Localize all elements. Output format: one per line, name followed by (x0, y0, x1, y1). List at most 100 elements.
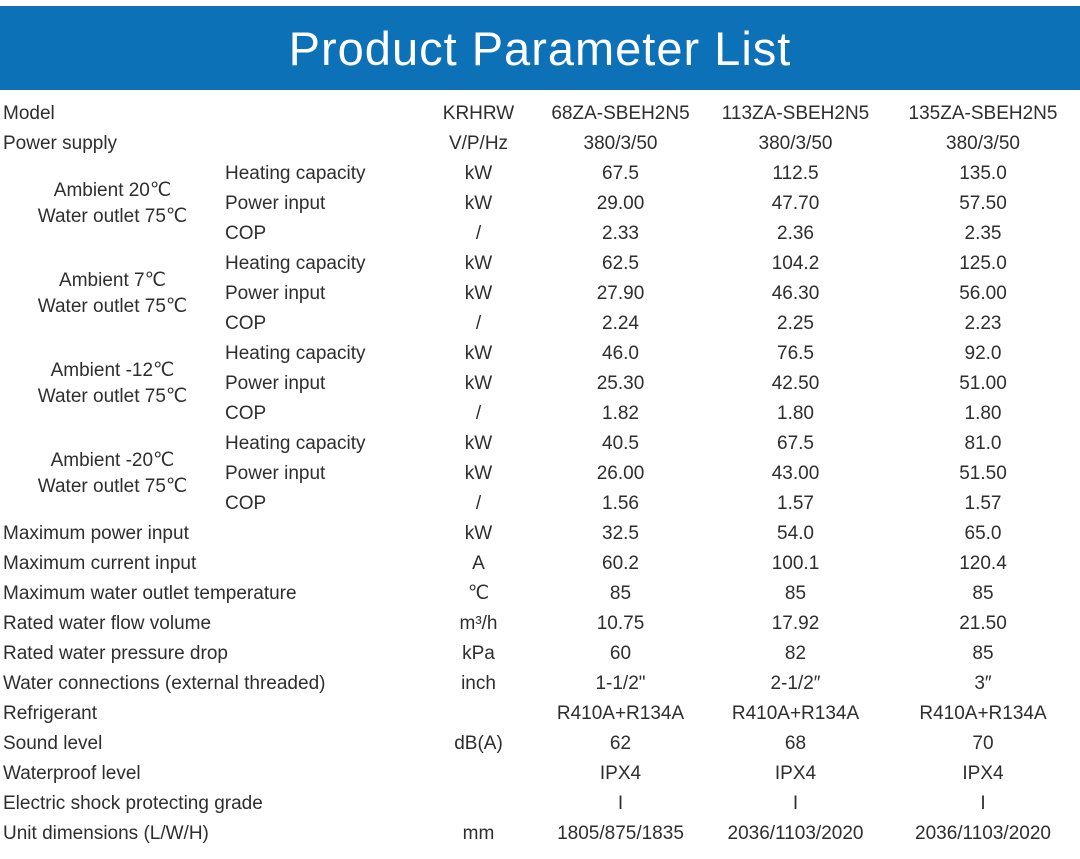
unit-cell: dB(A) (423, 729, 535, 759)
group-label-line: Water outlet 75℃ (3, 204, 222, 230)
value-cell: 85 (535, 579, 707, 609)
group-label-line: Ambient -12℃ (3, 358, 222, 384)
sub-row-label: Heating capacity (224, 159, 423, 189)
value-cell: 125.0 (885, 249, 1080, 279)
value-cell: I (707, 789, 885, 819)
unit-cell: kW (423, 369, 535, 399)
row-label: Waterproof level (2, 759, 423, 789)
unit-cell: kW (423, 339, 535, 369)
value-cell: R410A+R134A (535, 699, 707, 729)
value-cell: 65.0 (885, 519, 1080, 549)
group-label-line: Water outlet 75℃ (3, 474, 222, 500)
row-label: Sound level (2, 729, 423, 759)
value-cell: R410A+R134A (707, 699, 885, 729)
unit-cell: kW (423, 159, 535, 189)
value-cell: 47.70 (707, 189, 885, 219)
value-cell: 27.90 (535, 279, 707, 309)
unit-cell: kW (423, 459, 535, 489)
value-cell: 60.2 (535, 549, 707, 579)
unit-cell: / (423, 219, 535, 249)
value-cell: 26.00 (535, 459, 707, 489)
unit-cell: mm (423, 819, 535, 849)
value-cell: I (535, 789, 707, 819)
value-cell: I (885, 789, 1080, 819)
value-cell: 82 (707, 639, 885, 669)
sub-row-label: Heating capacity (224, 339, 423, 369)
unit-cell: A (423, 549, 535, 579)
value-cell: 51.50 (885, 459, 1080, 489)
unit-cell: / (423, 489, 535, 519)
value-cell: 46.30 (707, 279, 885, 309)
value-cell: 2036/1103/2020 (885, 819, 1080, 849)
value-cell: 10.75 (535, 609, 707, 639)
value-cell: 2.24 (535, 309, 707, 339)
value-cell: 2.36 (707, 219, 885, 249)
value-cell: 42.50 (707, 369, 885, 399)
value-cell: 1805/875/1835 (535, 819, 707, 849)
value-cell: 85 (885, 639, 1080, 669)
value-cell: 104.2 (707, 249, 885, 279)
group-label-line: Ambient -20℃ (3, 448, 222, 474)
table-row: Water connections (external threaded)inc… (2, 669, 1080, 699)
value-cell: 135.0 (885, 159, 1080, 189)
group-label-line: Water outlet 75℃ (3, 294, 222, 320)
sub-row-label: Power input (224, 279, 423, 309)
value-cell: 67.5 (707, 429, 885, 459)
unit-cell: / (423, 309, 535, 339)
value-cell: 100.1 (707, 549, 885, 579)
value-cell: R410A+R134A (885, 699, 1080, 729)
value-cell: 67.5 (535, 159, 707, 189)
value-cell: 21.50 (885, 609, 1080, 639)
header-banner: Product Parameter List (0, 6, 1080, 90)
row-label: Rated water pressure drop (2, 639, 423, 669)
sub-row-label: Heating capacity (224, 429, 423, 459)
value-cell: IPX4 (885, 759, 1080, 789)
value-cell: 2.23 (885, 309, 1080, 339)
value-cell: 54.0 (707, 519, 885, 549)
value-cell: 17.92 (707, 609, 885, 639)
value-cell: 62.5 (535, 249, 707, 279)
value-cell: 56.00 (885, 279, 1080, 309)
value-cell: 51.00 (885, 369, 1080, 399)
row-label: Water connections (external threaded) (2, 669, 423, 699)
value-cell: 3″ (885, 669, 1080, 699)
unit-cell: kW (423, 249, 535, 279)
unit-cell: kW (423, 189, 535, 219)
row-label: Power supply (2, 129, 423, 159)
unit-cell: ℃ (423, 579, 535, 609)
unit-cell: / (423, 399, 535, 429)
value-cell: 1.56 (535, 489, 707, 519)
value-cell: 113ZA-SBEH2N5 (707, 99, 885, 129)
sub-row-label: Power input (224, 369, 423, 399)
value-cell: 62 (535, 729, 707, 759)
value-cell: 46.0 (535, 339, 707, 369)
value-cell: 92.0 (885, 339, 1080, 369)
value-cell: 60 (535, 639, 707, 669)
value-cell: 1.80 (885, 399, 1080, 429)
group-label-line: Ambient 7℃ (3, 268, 222, 294)
row-label: Model (2, 99, 423, 129)
unit-cell: kW (423, 279, 535, 309)
row-label: Maximum current input (2, 549, 423, 579)
value-cell: 120.4 (885, 549, 1080, 579)
sub-row-label: COP (224, 219, 423, 249)
sub-row-label: COP (224, 489, 423, 519)
value-cell: 68 (707, 729, 885, 759)
sub-row-label: Power input (224, 459, 423, 489)
row-label: Unit dimensions (L/W/H) (2, 819, 423, 849)
value-cell: 2-1/2″ (707, 669, 885, 699)
sub-row-label: Power input (224, 189, 423, 219)
value-cell: 1.57 (885, 489, 1080, 519)
value-cell: 85 (707, 579, 885, 609)
